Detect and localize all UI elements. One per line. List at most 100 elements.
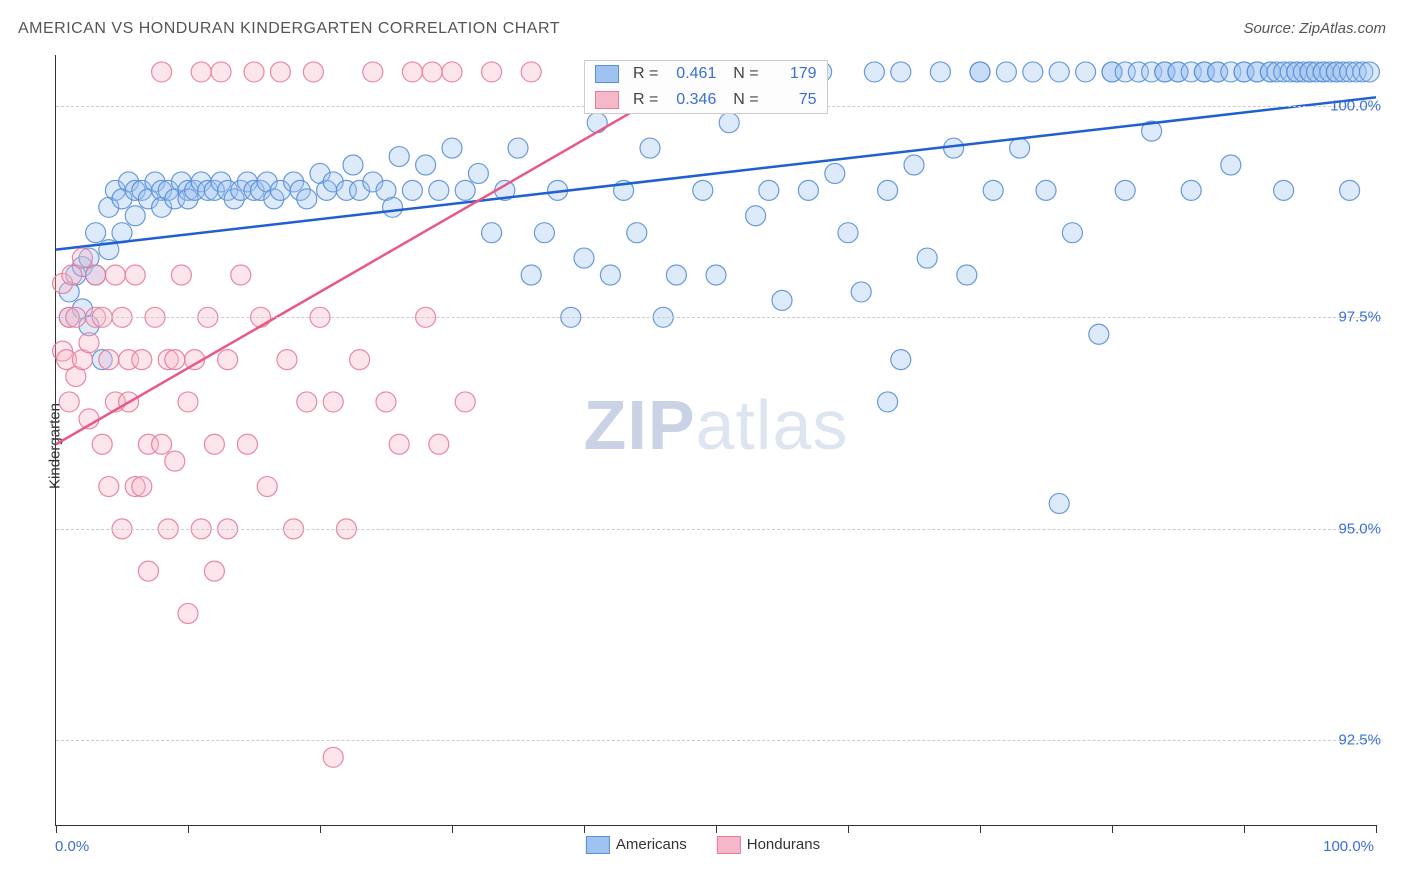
data-point xyxy=(191,62,211,82)
data-point xyxy=(86,265,106,285)
data-point xyxy=(534,223,554,243)
x-tick xyxy=(716,825,717,833)
x-tick xyxy=(848,825,849,833)
data-point xyxy=(1010,138,1030,158)
n-label: N = xyxy=(724,91,758,109)
x-tick xyxy=(1376,825,1377,833)
data-point xyxy=(864,62,884,82)
data-point xyxy=(363,62,383,82)
data-point xyxy=(178,392,198,412)
x-tick xyxy=(188,825,189,833)
data-point xyxy=(105,265,125,285)
data-point xyxy=(666,265,686,285)
legend-swatch xyxy=(586,836,610,854)
data-point xyxy=(600,265,620,285)
data-point xyxy=(303,62,323,82)
n-value: 75 xyxy=(767,91,817,109)
data-point xyxy=(1036,180,1056,200)
data-point xyxy=(204,561,224,581)
x-tick xyxy=(1112,825,1113,833)
data-point xyxy=(1359,62,1379,82)
data-point xyxy=(930,62,950,82)
trend-line xyxy=(56,97,1376,249)
data-point xyxy=(165,451,185,471)
legend-item: Americans xyxy=(586,836,687,854)
trend-line xyxy=(56,63,716,444)
data-point xyxy=(204,434,224,454)
x-tick xyxy=(452,825,453,833)
data-point xyxy=(1274,180,1294,200)
data-point xyxy=(152,434,172,454)
data-point xyxy=(297,189,317,209)
data-point xyxy=(99,477,119,497)
data-point xyxy=(521,265,541,285)
data-point xyxy=(1049,62,1069,82)
data-point xyxy=(112,223,132,243)
data-point xyxy=(429,434,449,454)
data-point xyxy=(996,62,1016,82)
data-point xyxy=(416,155,436,175)
data-point xyxy=(970,62,990,82)
data-point xyxy=(891,350,911,370)
legend-item: Hondurans xyxy=(717,836,820,854)
data-point xyxy=(257,477,277,497)
data-point xyxy=(59,392,79,412)
data-point xyxy=(152,62,172,82)
data-point xyxy=(178,603,198,623)
data-point xyxy=(759,180,779,200)
data-point xyxy=(508,138,528,158)
data-point xyxy=(218,350,238,370)
data-point xyxy=(72,248,92,268)
legend-swatch xyxy=(595,91,619,109)
data-point xyxy=(468,163,488,183)
data-point xyxy=(574,248,594,268)
data-point xyxy=(455,392,475,412)
y-tick-label: 97.5% xyxy=(1338,309,1381,326)
x-tick xyxy=(1244,825,1245,833)
plot-area: ZIPatlas R = 0.461 N = 179R = 0.346 N = … xyxy=(55,55,1376,826)
data-point xyxy=(132,350,152,370)
x-tick xyxy=(320,825,321,833)
data-point xyxy=(455,180,475,200)
chart-title: AMERICAN VS HONDURAN KINDERGARTEN CORREL… xyxy=(18,20,560,38)
data-point xyxy=(693,180,713,200)
data-point xyxy=(376,392,396,412)
n-label: N = xyxy=(724,65,758,83)
r-label: R = xyxy=(633,91,658,109)
data-point xyxy=(231,265,251,285)
correlation-legend: R = 0.461 N = 179 R = 0.346 N = 75 xyxy=(584,60,828,114)
data-point xyxy=(706,265,726,285)
data-point xyxy=(389,434,409,454)
data-point xyxy=(171,265,191,285)
x-tick xyxy=(980,825,981,833)
data-point xyxy=(746,206,766,226)
data-point xyxy=(1089,324,1109,344)
r-value: 0.346 xyxy=(666,91,716,109)
data-point xyxy=(165,350,185,370)
data-point xyxy=(402,180,422,200)
data-point xyxy=(983,180,1003,200)
data-point xyxy=(772,290,792,310)
data-point xyxy=(132,477,152,497)
data-point xyxy=(587,113,607,133)
data-point xyxy=(323,747,343,767)
data-point xyxy=(92,434,112,454)
data-point xyxy=(851,282,871,302)
data-point xyxy=(957,265,977,285)
x-min-label: 0.0% xyxy=(55,838,89,855)
data-point xyxy=(79,333,99,353)
r-value: 0.461 xyxy=(666,65,716,83)
correlation-row: R = 0.461 N = 179 xyxy=(585,61,827,87)
data-point xyxy=(402,62,422,82)
data-point xyxy=(350,350,370,370)
data-point xyxy=(86,223,106,243)
legend-label: Americans xyxy=(616,836,687,853)
data-point xyxy=(1221,155,1241,175)
data-point xyxy=(211,62,231,82)
data-point xyxy=(1076,62,1096,82)
data-point xyxy=(825,163,845,183)
data-point xyxy=(244,62,264,82)
gridline xyxy=(56,317,1376,318)
data-point xyxy=(1023,62,1043,82)
data-point xyxy=(878,180,898,200)
